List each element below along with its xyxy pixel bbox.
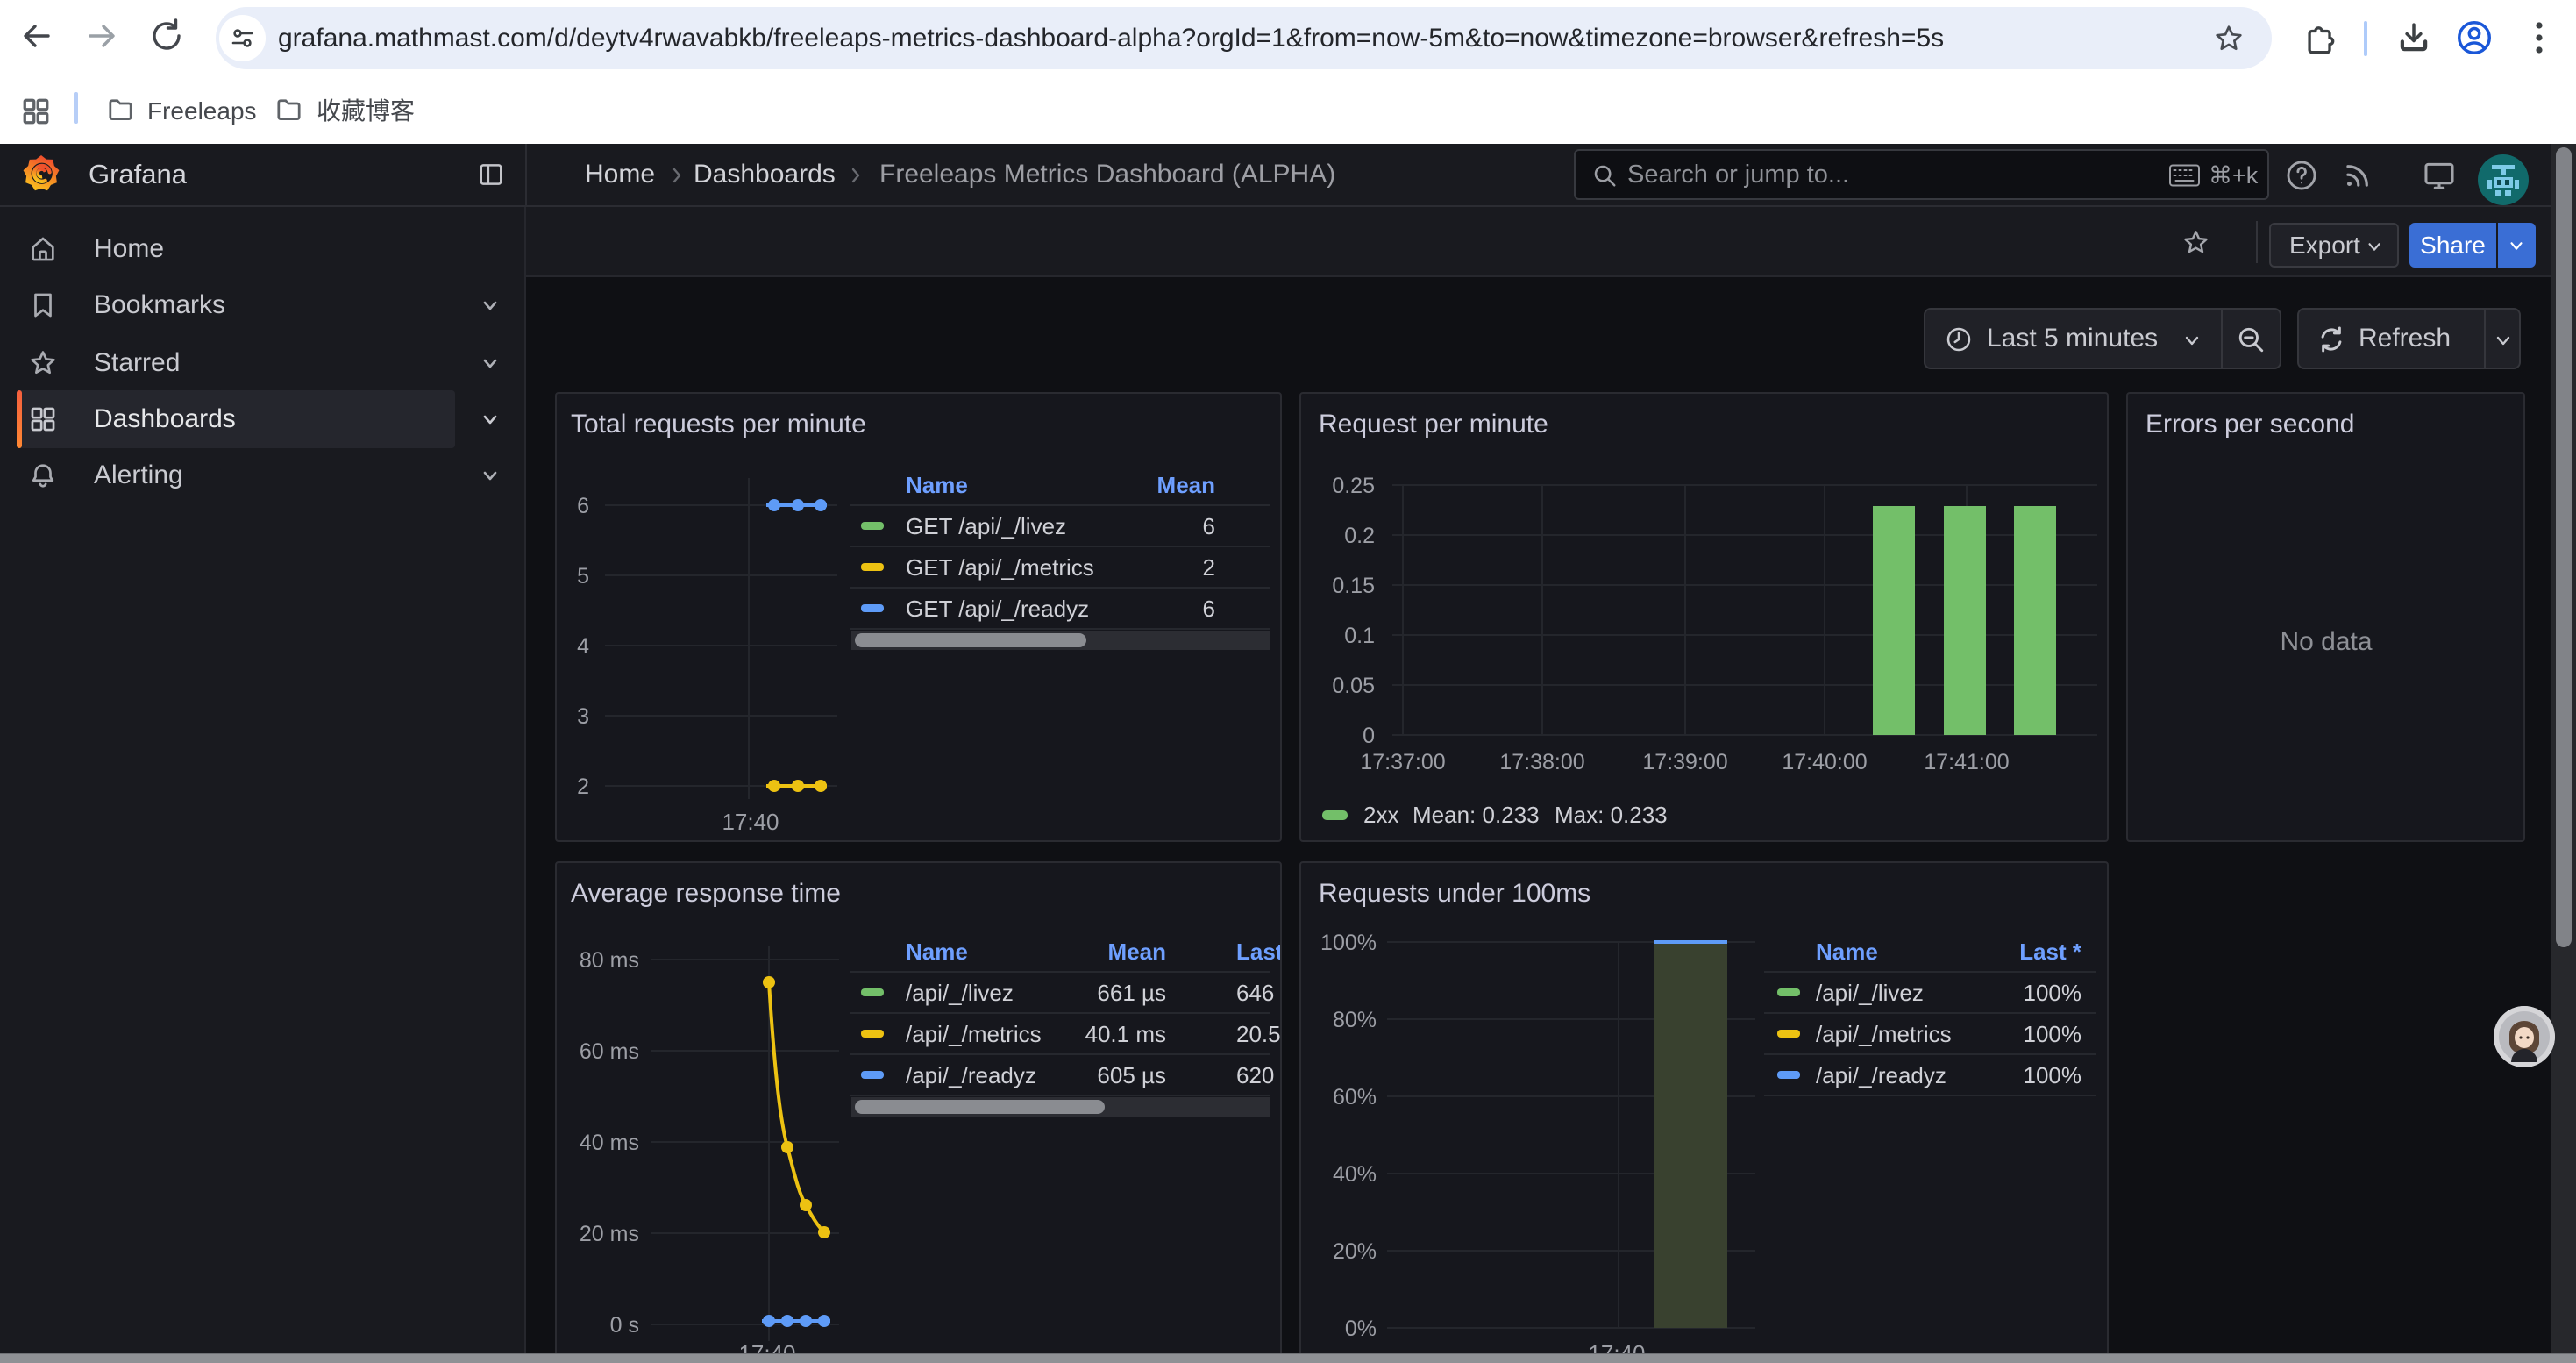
svg-text:100%: 100% <box>2024 980 2082 1006</box>
svg-text:6: 6 <box>1203 596 1215 622</box>
svg-text:17:39:00: 17:39:00 <box>1642 750 1727 774</box>
svg-text:40%: 40% <box>1333 1162 1377 1187</box>
svg-text:/api/_/metrics: /api/_/metrics <box>1816 1021 1952 1047</box>
svg-text:2xx: 2xx <box>1363 802 1398 828</box>
svg-text:Average response time: Average response time <box>571 879 841 908</box>
svg-text:100%: 100% <box>1320 931 1377 955</box>
svg-text:/api/_/metrics: /api/_/metrics <box>906 1021 1042 1047</box>
svg-text:Errors per second: Errors per second <box>2145 410 2354 439</box>
svg-text:17:37:00: 17:37:00 <box>1360 750 1445 774</box>
svg-text:0.15: 0.15 <box>1332 574 1375 598</box>
svg-text:3: 3 <box>577 704 589 729</box>
svg-text:Name: Name <box>906 472 968 498</box>
svg-text:605 µs: 605 µs <box>1097 1062 1166 1088</box>
svg-text:0 s: 0 s <box>610 1313 639 1338</box>
svg-text:20%: 20% <box>1333 1239 1377 1264</box>
svg-text:60 ms: 60 ms <box>580 1039 639 1064</box>
svg-text:620: 620 <box>1236 1062 1274 1088</box>
svg-text:0.25: 0.25 <box>1332 474 1375 498</box>
svg-text:Mean: Mean <box>1157 472 1215 498</box>
svg-text:0%: 0% <box>1345 1317 1377 1341</box>
svg-text:17:40:00: 17:40:00 <box>1782 750 1867 774</box>
svg-text:4: 4 <box>577 634 589 659</box>
svg-text:661 µs: 661 µs <box>1097 980 1166 1006</box>
svg-text:GET /api/_/livez: GET /api/_/livez <box>906 513 1066 539</box>
svg-text:Mean: 0.233: Mean: 0.233 <box>1413 802 1540 828</box>
svg-text:2: 2 <box>577 774 589 799</box>
svg-text:646: 646 <box>1236 980 1274 1006</box>
svg-text:17:41:00: 17:41:00 <box>1924 750 2009 774</box>
svg-text:Total requests per minute: Total requests per minute <box>571 410 866 439</box>
svg-text:40 ms: 40 ms <box>580 1131 639 1155</box>
svg-text:17:40: 17:40 <box>722 809 779 835</box>
svg-text:0.1: 0.1 <box>1344 624 1375 648</box>
svg-text:20 ms: 20 ms <box>580 1222 639 1246</box>
svg-text:80%: 80% <box>1333 1008 1377 1032</box>
svg-text:5: 5 <box>577 564 589 589</box>
svg-text:80 ms: 80 ms <box>580 948 639 973</box>
svg-text:40.1 ms: 40.1 ms <box>1085 1021 1167 1047</box>
svg-text:100%: 100% <box>2024 1021 2082 1047</box>
svg-text:6: 6 <box>1203 513 1215 539</box>
svg-text:20.5 r: 20.5 r <box>1236 1021 1280 1047</box>
svg-text:Mean: Mean <box>1108 938 1166 965</box>
svg-text:60%: 60% <box>1333 1085 1377 1110</box>
svg-text:17:38:00: 17:38:00 <box>1499 750 1584 774</box>
svg-text:GET /api/_/metrics: GET /api/_/metrics <box>906 554 1094 581</box>
svg-text:0.2: 0.2 <box>1344 524 1375 548</box>
svg-text:/api/_/readyz: /api/_/readyz <box>1816 1062 1946 1088</box>
svg-text:0: 0 <box>1363 724 1375 748</box>
svg-text:Requests under 100ms: Requests under 100ms <box>1319 879 1590 908</box>
svg-text:Last *: Last * <box>2019 938 2082 965</box>
svg-text:Name: Name <box>906 938 968 965</box>
svg-text:2: 2 <box>1203 554 1215 581</box>
svg-text:No data: No data <box>2280 627 2372 656</box>
svg-text:Request per minute: Request per minute <box>1319 410 1548 439</box>
svg-text:0.05: 0.05 <box>1332 674 1375 698</box>
svg-text:GET /api/_/readyz: GET /api/_/readyz <box>906 596 1089 622</box>
svg-text:6: 6 <box>577 494 589 518</box>
svg-text:/api/_/readyz: /api/_/readyz <box>906 1062 1036 1088</box>
svg-text:100%: 100% <box>2024 1062 2082 1088</box>
svg-text:Last *: Last * <box>1236 938 1280 965</box>
svg-text:/api/_/livez: /api/_/livez <box>1816 980 1924 1006</box>
svg-text:/api/_/livez: /api/_/livez <box>906 980 1014 1006</box>
svg-text:Name: Name <box>1816 938 1878 965</box>
svg-text:Max: 0.233: Max: 0.233 <box>1555 802 1668 828</box>
